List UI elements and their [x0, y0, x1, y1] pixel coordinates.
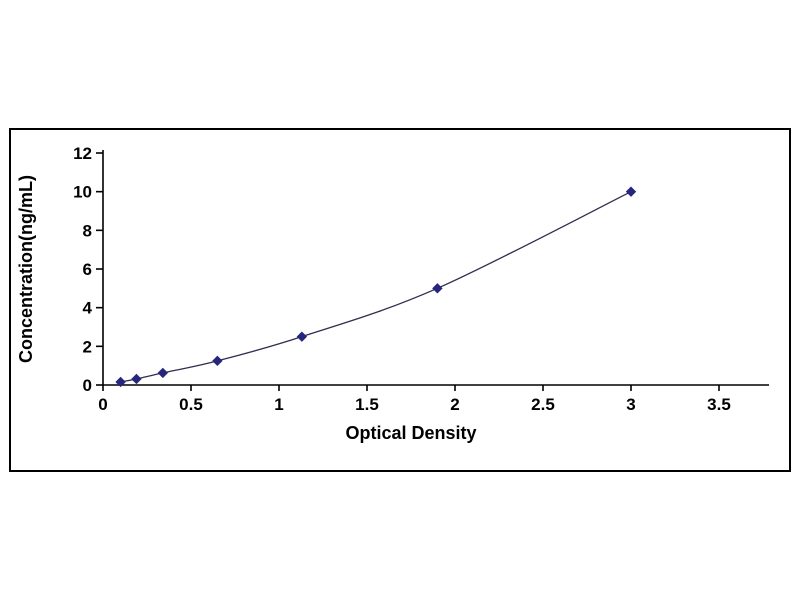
- data-point-diamond: [625, 186, 637, 197]
- data-point-diamond: [115, 376, 126, 388]
- x-tick-label: 3.5: [707, 395, 731, 414]
- standard-curve-chart: 0 0.5 1 1.5 2 2.5 3 3.5 0 2 4 6 8 10 12 Optical Densit…: [16, 144, 769, 443]
- y-tick-label: 12: [73, 144, 92, 163]
- data-point-diamond: [131, 373, 142, 385]
- x-tick-label: 1.5: [355, 395, 379, 414]
- x-tick-label: 2: [450, 395, 459, 414]
- y-tick-label: 4: [83, 299, 93, 318]
- x-tick-label: 3: [626, 395, 635, 414]
- chart-panel: 0 0.5 1 1.5 2 2.5 3 3.5 0 2 4 6 8 10 12 Optical Densit…: [9, 128, 791, 472]
- y-tick-label: 6: [83, 260, 92, 279]
- x-tick-label: 2.5: [531, 395, 555, 414]
- y-axis-title: Concentration(ng/mL): [16, 175, 36, 363]
- plot-layer: 0 0.5 1 1.5 2 2.5 3 3.5 0 2 4 6 8 10 12: [73, 144, 769, 414]
- x-tick-label: 0: [98, 395, 107, 414]
- data-point-diamond: [432, 283, 443, 294]
- x-axis-title: Optical Density: [345, 423, 476, 443]
- y-tick-label: 8: [83, 221, 92, 240]
- data-point-diamond: [157, 367, 169, 379]
- axes-lines: [102, 150, 769, 386]
- y-tick-label: 10: [73, 183, 92, 202]
- curve-line: [120, 191, 632, 383]
- data-point-diamond: [212, 355, 223, 367]
- x-tick-label: 1: [274, 395, 283, 414]
- data-point-diamond: [296, 331, 308, 342]
- y-tick-label: 2: [83, 337, 92, 356]
- x-tick-label: 0.5: [179, 395, 203, 414]
- y-tick-label: 0: [83, 376, 92, 395]
